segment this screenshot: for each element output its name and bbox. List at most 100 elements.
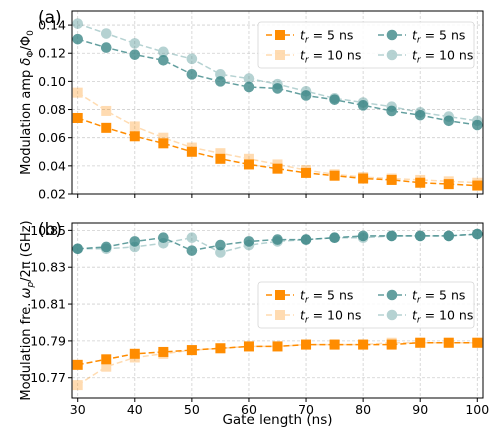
legend-marker (386, 29, 398, 41)
legend-label: tr = 10 ns (300, 308, 361, 326)
data-point (101, 354, 112, 365)
data-point (215, 247, 226, 258)
data-point (357, 232, 369, 244)
data-point (186, 69, 198, 80)
data-point (415, 337, 426, 348)
series-line (77, 233, 478, 254)
data-point (186, 146, 197, 157)
data-point (72, 33, 84, 45)
data-point (472, 337, 483, 348)
y-tick-label: 10.85 (30, 223, 66, 238)
series-line (77, 233, 478, 252)
data-point (443, 230, 455, 242)
x-tick-label: 60 (241, 402, 257, 417)
legend-entry-3 (378, 49, 406, 61)
data-point (243, 341, 254, 352)
y-tick-label: 0.08 (38, 102, 66, 117)
data-point (186, 53, 198, 65)
data-point (100, 243, 112, 255)
legend-label: tr = 10 ns (412, 308, 473, 326)
data-point (357, 230, 369, 242)
data-point (158, 138, 169, 149)
data-point (358, 172, 369, 183)
data-point (129, 49, 141, 60)
legend-marker (275, 290, 285, 300)
legend-label: tr = 10 ns (300, 48, 361, 66)
data-point (358, 339, 369, 350)
data-point (443, 115, 455, 127)
data-point (72, 112, 83, 123)
data-point (243, 81, 255, 93)
data-point (300, 90, 312, 101)
data-point (443, 176, 454, 187)
legend-entry-0 (266, 30, 294, 40)
data-point (415, 177, 426, 188)
series-3 (72, 18, 483, 127)
data-point (72, 243, 84, 255)
data-point (300, 85, 312, 97)
data-point (386, 337, 397, 348)
series-line (77, 91, 478, 184)
data-point (301, 339, 312, 350)
y-axis-label: Modulation fre. ωp/2π (GHz) (19, 220, 36, 400)
data-point (386, 174, 397, 185)
data-point (414, 230, 426, 242)
legend-marker (275, 50, 285, 60)
data-point (215, 76, 226, 87)
data-point (243, 159, 254, 170)
data-point (414, 230, 426, 242)
data-point (129, 241, 141, 253)
data-point (272, 163, 283, 174)
data-point (72, 359, 83, 370)
series-2 (72, 228, 483, 256)
data-point (215, 69, 226, 80)
data-point (443, 337, 454, 348)
data-point (415, 337, 426, 348)
data-point (415, 174, 426, 185)
axes-frame (71, 10, 484, 195)
legend-label: tr = 5 ns (300, 288, 353, 306)
data-point (72, 380, 83, 391)
y-tick-label: 10.77 (30, 370, 66, 385)
data-point (186, 345, 197, 356)
x-tick-label: 40 (127, 402, 143, 417)
data-point (443, 179, 454, 190)
series-1 (72, 87, 483, 188)
data-point (158, 237, 169, 249)
data-point (158, 348, 169, 359)
legend-marker (386, 49, 398, 61)
data-point (386, 173, 397, 184)
data-point (329, 232, 340, 244)
data-point (301, 167, 312, 178)
y-tick-label: 0.10 (38, 74, 66, 89)
panel-a: 0.02 0.04 0.06 0.08 0.10 0.12 0.14(a)Modulatio… (19, 8, 484, 202)
series-line (77, 22, 478, 122)
data-point (129, 38, 141, 49)
data-point (329, 232, 340, 244)
data-point (129, 352, 140, 363)
data-point (272, 236, 283, 247)
data-point (215, 148, 226, 159)
y-tick-label: 0.12 (38, 46, 66, 61)
data-point (101, 122, 112, 133)
data-point (243, 341, 254, 352)
y-tick-label: 10.81 (30, 297, 66, 312)
data-point (357, 100, 369, 111)
data-point (471, 228, 483, 240)
data-point (243, 239, 255, 251)
data-point (357, 97, 369, 108)
data-point (300, 234, 312, 245)
series-1 (72, 337, 483, 391)
x-tick-label: 30 (70, 402, 86, 417)
data-point (243, 236, 255, 247)
data-point (186, 245, 198, 256)
legend-entry-1 (266, 310, 294, 320)
legend-marker (275, 310, 285, 320)
data-point (443, 230, 455, 242)
data-point (386, 230, 397, 242)
data-point (386, 230, 397, 242)
x-tick-label: 70 (298, 402, 314, 417)
data-point (243, 73, 255, 84)
data-point (471, 119, 483, 131)
data-point (158, 232, 169, 244)
